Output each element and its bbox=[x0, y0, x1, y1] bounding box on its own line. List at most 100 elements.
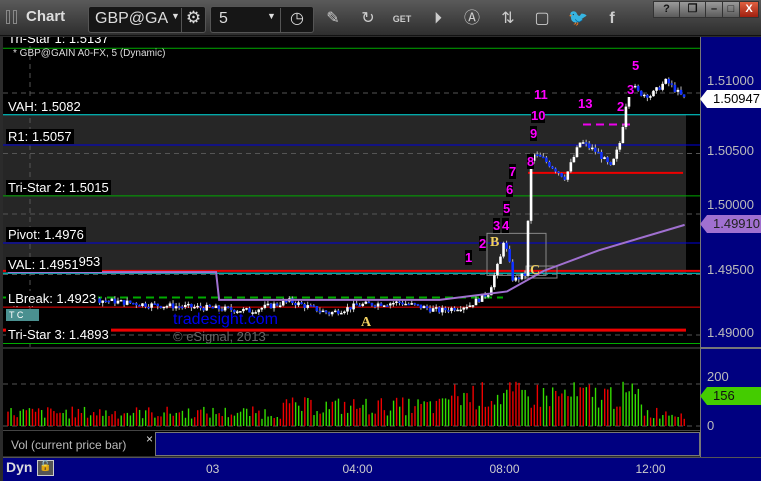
minimize-button[interactable]: – bbox=[705, 1, 723, 18]
count-label: 5 bbox=[632, 58, 640, 73]
candle bbox=[107, 300, 111, 303]
interval-selector[interactable]: 5 ▼ ◷ bbox=[210, 6, 314, 33]
candle bbox=[655, 87, 658, 91]
candle bbox=[603, 157, 606, 160]
candle bbox=[618, 143, 622, 150]
last-price-tag: 1.50947 bbox=[700, 90, 761, 108]
candle bbox=[447, 310, 450, 312]
candle bbox=[217, 305, 221, 310]
candle bbox=[554, 168, 557, 172]
candle bbox=[315, 306, 319, 311]
price-chart[interactable]: Tri-Star 1: 1.5137 VAH: 1.5082 R1: 1.5057 T… bbox=[3, 37, 700, 347]
maximize-button[interactable]: □ bbox=[722, 1, 740, 18]
copyright-watermark: © eSignal, 2013 bbox=[173, 329, 266, 344]
candle bbox=[226, 306, 230, 309]
level-label: VAH: 1.5082 bbox=[6, 98, 83, 114]
candle bbox=[395, 301, 398, 303]
candle bbox=[281, 300, 285, 306]
candle bbox=[141, 303, 144, 307]
drag-handle[interactable] bbox=[13, 10, 17, 24]
axis-label: 1.51000 bbox=[707, 73, 754, 88]
candle bbox=[419, 304, 423, 309]
candle bbox=[379, 303, 383, 306]
comment-icon[interactable]: ▢ bbox=[534, 10, 550, 27]
candle bbox=[514, 277, 518, 281]
candle bbox=[260, 307, 264, 310]
count-label: 5 bbox=[503, 201, 511, 216]
candle bbox=[489, 287, 493, 296]
close-indicator-icon[interactable]: × bbox=[146, 432, 154, 446]
level-label: LBreak: 1.4923 bbox=[6, 291, 99, 307]
indicator-label[interactable]: Vol (current price bar) bbox=[11, 438, 127, 452]
shaded-zone bbox=[3, 114, 686, 274]
candle bbox=[456, 309, 459, 312]
candle bbox=[174, 306, 178, 309]
close-button[interactable]: X bbox=[739, 1, 759, 18]
ma-price-tag: 1.49910 bbox=[700, 215, 761, 233]
get-icon[interactable]: GET bbox=[392, 14, 412, 24]
drag-handle[interactable] bbox=[6, 10, 10, 24]
time-label: 03 bbox=[206, 462, 220, 476]
candle bbox=[450, 307, 453, 312]
candle bbox=[122, 300, 126, 305]
candle bbox=[441, 307, 444, 313]
time-axis[interactable]: Dyn 🔓 03 04:00 08:00 12:00 bbox=[3, 457, 761, 481]
candle bbox=[321, 310, 325, 313]
twitter-icon[interactable]: 🐦 bbox=[568, 10, 588, 27]
candle bbox=[569, 162, 573, 172]
volume-chart[interactable] bbox=[3, 349, 700, 430]
candle bbox=[208, 304, 212, 307]
candle bbox=[431, 308, 435, 312]
candle bbox=[664, 78, 668, 84]
candle bbox=[535, 154, 539, 156]
candle bbox=[358, 305, 362, 307]
lock-icon[interactable]: 🔓 bbox=[37, 460, 54, 476]
count-label: 2 bbox=[617, 99, 625, 114]
candle bbox=[245, 308, 248, 310]
candle bbox=[471, 305, 475, 307]
candle bbox=[193, 306, 196, 309]
site-watermark: tradesight.com bbox=[173, 311, 278, 328]
candle bbox=[392, 302, 395, 305]
clock-icon[interactable]: ◷ bbox=[280, 8, 313, 32]
alert-icon[interactable]: Ⓐ bbox=[463, 10, 480, 27]
candle bbox=[499, 256, 502, 264]
candle bbox=[468, 305, 472, 308]
pencil-icon[interactable]: ✎ bbox=[326, 10, 340, 27]
link-window-button[interactable]: ❐ bbox=[679, 1, 706, 18]
play-icon[interactable]: ⏵ bbox=[433, 10, 442, 27]
candle bbox=[303, 304, 306, 308]
candle bbox=[529, 160, 533, 221]
candle bbox=[373, 305, 377, 308]
candle bbox=[444, 307, 447, 311]
count-label: 1 bbox=[465, 250, 473, 265]
candle bbox=[306, 305, 309, 308]
price-axis[interactable]: 1.51000 1.50500 1.50000 1.49500 1.49000 … bbox=[700, 37, 761, 457]
count-label: 7 bbox=[509, 164, 517, 179]
link-icon[interactable]: ⇅ bbox=[501, 10, 515, 27]
candle bbox=[312, 305, 316, 307]
candle bbox=[199, 305, 202, 308]
candle bbox=[190, 303, 193, 308]
candle bbox=[232, 309, 236, 313]
candle bbox=[523, 273, 527, 276]
facebook-icon[interactable]: f bbox=[609, 10, 615, 27]
price-plot bbox=[3, 37, 700, 347]
symbol-selector[interactable]: GBP@GA ▼ ⚙ bbox=[88, 6, 206, 33]
window-title: Chart bbox=[26, 8, 66, 25]
candle bbox=[376, 303, 380, 307]
candle bbox=[153, 303, 156, 305]
settings-icon[interactable]: ⚙ bbox=[181, 8, 205, 32]
candle bbox=[624, 106, 628, 127]
candle bbox=[520, 273, 524, 280]
candle bbox=[144, 303, 147, 307]
help-button[interactable]: ? bbox=[653, 1, 680, 18]
candle bbox=[542, 156, 545, 159]
refresh-icon[interactable]: ↻ bbox=[361, 10, 375, 27]
candle bbox=[517, 277, 521, 280]
candle bbox=[300, 302, 303, 305]
level-label: Tri-Star 1: 1.5137 bbox=[6, 37, 111, 46]
dynamic-mode-label: Dyn bbox=[6, 459, 33, 475]
candle bbox=[483, 293, 487, 297]
candle bbox=[150, 303, 153, 308]
